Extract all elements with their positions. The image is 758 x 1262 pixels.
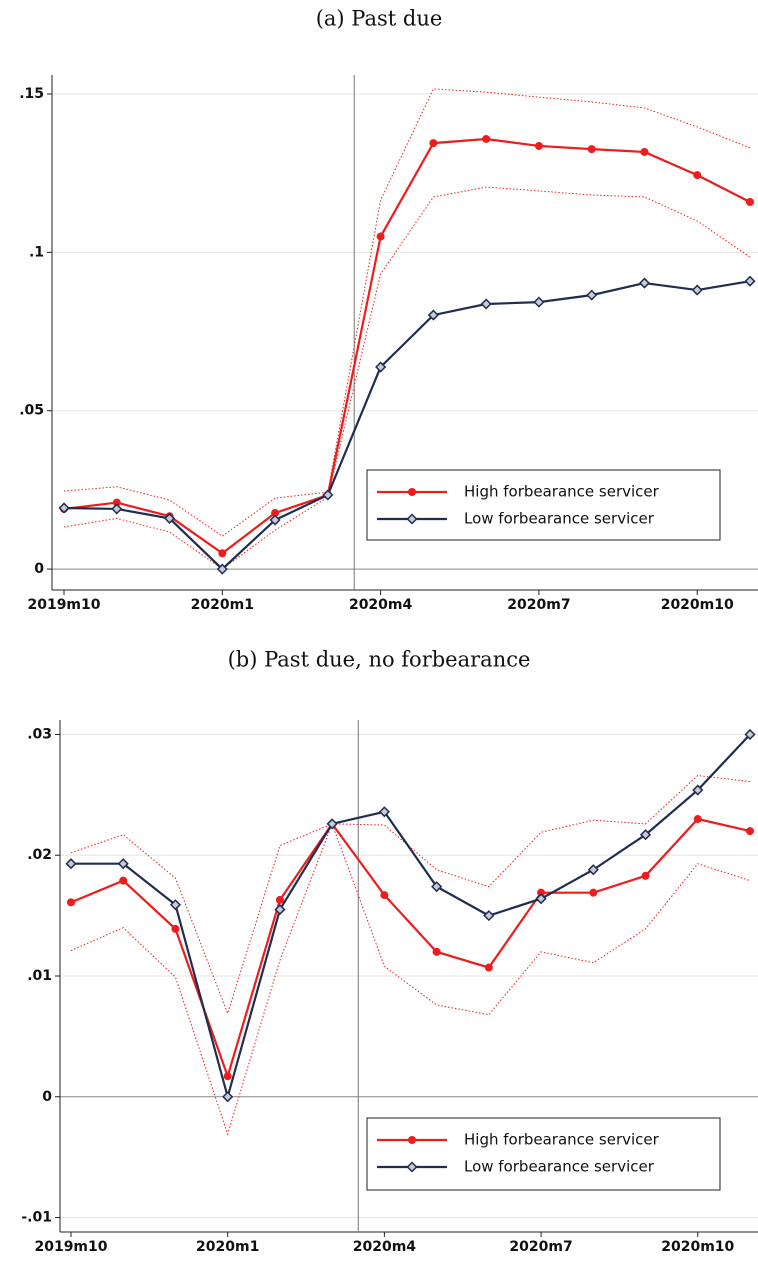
marker (171, 924, 180, 933)
y-tick-label: .03 (27, 726, 52, 742)
y-tick-label: 0 (42, 1089, 52, 1105)
legend-marker (408, 488, 416, 496)
marker (537, 888, 546, 897)
y-tick-label: 0 (34, 561, 44, 577)
marker (269, 514, 281, 526)
legend-label: Low forbearance servicer (464, 1158, 655, 1176)
x-tick-label: 2019m10 (34, 1239, 107, 1255)
ci-upper (70, 775, 751, 1015)
marker (119, 876, 128, 885)
marker (58, 502, 70, 514)
marker (271, 509, 280, 518)
series-line (63, 280, 751, 571)
x-tick-label: 2020m10 (661, 1239, 734, 1255)
marker (322, 489, 334, 501)
ci-upper (63, 88, 751, 537)
ci-lower (63, 186, 751, 570)
x-tick-label: 2020m1 (191, 597, 254, 613)
legend-marker (408, 1136, 416, 1144)
marker (746, 198, 754, 207)
marker (693, 815, 702, 824)
marker (163, 512, 176, 524)
legend-marker (406, 513, 418, 525)
legend-box (366, 469, 721, 541)
legend-label: High forbearance servicer (464, 483, 660, 501)
x-tick-label: 2020m4 (349, 597, 413, 613)
series-line (70, 817, 751, 1080)
marker (484, 963, 493, 972)
legend-marker (406, 1161, 418, 1173)
marker (638, 277, 651, 289)
marker (427, 309, 439, 321)
x-tick-label: 2020m10 (661, 597, 734, 613)
series-line (63, 137, 751, 555)
marker (218, 549, 227, 558)
marker (534, 141, 543, 150)
marker (482, 134, 491, 143)
ci-lower (70, 822, 751, 1136)
chart-title: (a) Past due (316, 7, 443, 31)
marker (378, 806, 390, 818)
marker (483, 910, 495, 922)
y-tick-label: .02 (27, 847, 52, 863)
y-tick-label: .1 (29, 244, 44, 260)
marker (376, 232, 385, 241)
y-tick-label: .05 (19, 403, 44, 419)
legend-label: High forbearance servicer (464, 1131, 660, 1149)
marker (432, 947, 441, 956)
y-tick-label: .15 (19, 86, 44, 102)
marker (380, 891, 389, 900)
marker (640, 147, 649, 156)
marker (746, 827, 754, 836)
marker (744, 275, 756, 287)
marker (692, 784, 704, 796)
x-tick-label: 2020m7 (509, 1239, 572, 1255)
x-tick-label: 2019m10 (27, 597, 100, 613)
marker (274, 904, 286, 916)
marker (375, 361, 387, 373)
marker (169, 899, 182, 911)
marker (639, 829, 652, 841)
marker (587, 864, 599, 876)
y-tick-label: -.01 (21, 1210, 52, 1226)
marker (112, 498, 121, 507)
legend-box (366, 1117, 721, 1191)
marker (223, 1072, 232, 1081)
x-tick-label: 2020m4 (353, 1239, 417, 1255)
marker (429, 139, 438, 148)
marker (275, 895, 284, 904)
marker (117, 858, 129, 870)
marker (691, 284, 703, 296)
marker (67, 898, 75, 907)
marker (693, 171, 702, 180)
marker (586, 289, 598, 301)
x-tick-label: 2020m1 (196, 1239, 259, 1255)
marker (535, 893, 547, 905)
series-line (71, 733, 751, 1101)
x-tick-label: 2020m7 (507, 597, 570, 613)
marker (431, 881, 443, 893)
marker (641, 871, 650, 880)
y-tick-label: .01 (27, 968, 52, 984)
marker (222, 1091, 234, 1103)
marker (744, 728, 756, 741)
marker (533, 296, 545, 308)
marker (216, 563, 228, 575)
legend-label: Low forbearance servicer (464, 510, 655, 528)
marker (589, 888, 598, 897)
marker (111, 503, 123, 515)
marker (65, 858, 77, 870)
chart-title: (b) Past due, no forbearance (228, 648, 531, 672)
marker (326, 818, 338, 830)
marker (480, 298, 492, 310)
marker (587, 145, 596, 154)
